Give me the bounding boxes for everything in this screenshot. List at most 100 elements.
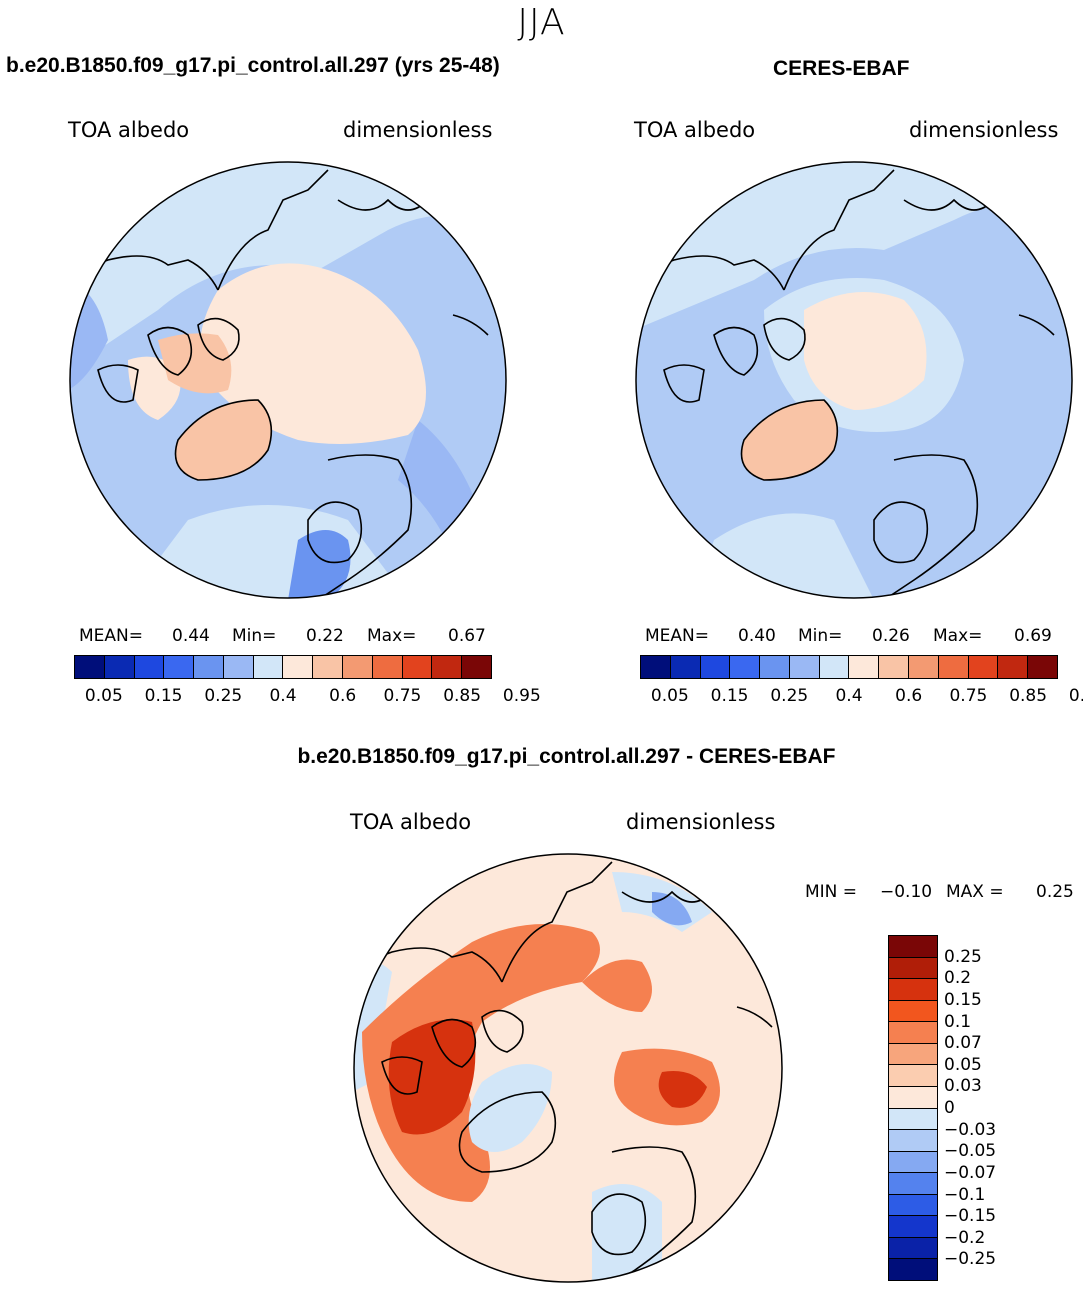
panel-2-coastline xyxy=(763,317,806,361)
panel-1-field-region xyxy=(200,263,426,444)
diff-colorbar-tick-label: −0.07 xyxy=(944,1162,997,1183)
panel-2-variable: TOA albedo xyxy=(634,118,756,142)
panel-1-colorbar-box xyxy=(372,656,403,678)
diff-colorbar-tick-label: −0.03 xyxy=(944,1119,997,1140)
panel-1-max-value: 0.67 xyxy=(448,626,486,646)
panel-1-coastline xyxy=(97,364,139,403)
panel-1-variable: TOA albedo xyxy=(68,118,190,142)
diff-map-border xyxy=(353,853,783,1283)
diff-colorbar-ticks: 0.25 0.2 0.15 0.1 0.07 0.05 0.03 0 −0.03 −0.05 −0.… xyxy=(944,935,1024,1281)
diff-colorbar-box xyxy=(889,936,937,958)
panel-1-coastline xyxy=(217,169,329,291)
diff-colorbar-tick-label: −0.25 xyxy=(944,1249,997,1270)
panel-2-colorbar-box xyxy=(879,656,910,678)
diff-colorbar-box xyxy=(889,957,937,980)
panel-1-colorbar-ticks: 0.05 0.15 0.25 0.4 0.6 0.75 0.85 0.95 xyxy=(74,686,541,706)
panel-2-colorbar xyxy=(640,655,1058,679)
diff-colorbar-tick-label: 0.25 xyxy=(944,946,982,967)
diff-colorbar-box xyxy=(889,1000,937,1023)
panel-1-coastline xyxy=(317,454,413,598)
diff-panel-variable: TOA albedo xyxy=(350,810,472,834)
panel-1-coastline xyxy=(452,314,489,336)
panel-2-colorbar-tick-label: 0.75 xyxy=(949,686,988,706)
diff-coastline xyxy=(591,1193,647,1256)
panel-2-polar-map xyxy=(635,161,1073,599)
panel-1-colorbar-box xyxy=(283,656,314,678)
panel-1-map-border xyxy=(69,161,507,599)
panel-2-field-region xyxy=(636,162,1072,330)
panel-1-colorbar-box xyxy=(104,656,135,678)
diff-colorbar-box xyxy=(889,1216,937,1238)
panel-2-colorbar-tick-label: 0.95 xyxy=(1068,686,1083,706)
panel-2-map-border xyxy=(635,161,1073,599)
diff-min-label: MIN = xyxy=(805,882,858,902)
panel-2-field-region xyxy=(741,400,838,480)
panel-2-colorbar-tick-label: 0.4 xyxy=(835,686,863,706)
diff-colorbar-tick-label: 0.07 xyxy=(944,1033,982,1054)
panel-2-colorbar-box xyxy=(1028,656,1057,678)
diff-colorbar-box xyxy=(889,1022,937,1044)
diff-polar-map xyxy=(353,853,783,1283)
panel-2-title: CERES-EBAF xyxy=(773,57,910,80)
diff-colorbar-tick-label: 0.03 xyxy=(944,1076,982,1097)
diff-colorbar-tick-label: −0.15 xyxy=(944,1206,997,1227)
diff-colorbar-box xyxy=(889,1086,937,1109)
diff-panel-title: b.e20.B1850.f09_g17.pi_control.all.297 -… xyxy=(297,745,836,768)
panel-2-min-value: 0.26 xyxy=(872,626,910,646)
panel-2-colorbar-box xyxy=(670,656,701,678)
panel-1-mean-label: MEAN= xyxy=(79,626,143,646)
panel-2-colorbar-box xyxy=(909,656,939,678)
panel-1-colorbar-box xyxy=(402,656,433,678)
diff-coastline xyxy=(354,947,503,983)
panel-2-coastline xyxy=(1018,314,1055,336)
diff-field-region xyxy=(468,1064,552,1152)
panel-2-colorbar-box xyxy=(998,656,1029,678)
panel-1-coastline xyxy=(337,198,429,211)
panel-2-mean-value: 0.40 xyxy=(738,626,776,646)
panel-1-colorbar-tick-label: 0.4 xyxy=(269,686,297,706)
panel-2-colorbar-ticks: 0.05 0.15 0.25 0.4 0.6 0.75 0.85 0.95 xyxy=(640,686,1083,706)
panel-1-colorbar-box xyxy=(432,656,463,678)
diff-max-label: MAX = xyxy=(946,882,1004,902)
panel-2-colorbar-box xyxy=(789,656,820,678)
diff-coastline xyxy=(501,861,613,983)
diff-field-region xyxy=(658,1071,707,1108)
panel-2-colorbar-tick-label: 0.85 xyxy=(1009,686,1048,706)
diff-colorbar-tick-label: 0.05 xyxy=(944,1054,982,1075)
panel-1-title: b.e20.B1850.f09_g17.pi_control.all.297 (… xyxy=(6,54,500,77)
season-title: JJA xyxy=(517,2,566,43)
panel-1-colorbar-box xyxy=(313,656,344,678)
panel-1-min-label: Min= xyxy=(232,626,277,646)
panel-1-polar-map xyxy=(69,161,507,599)
panel-2-colorbar-box xyxy=(730,656,761,678)
panel-1-field-region xyxy=(288,530,351,598)
panel-1-coastline xyxy=(70,255,219,291)
panel-1-colorbar-box xyxy=(253,656,284,678)
diff-coastline xyxy=(736,1006,773,1028)
panel-1-field-region xyxy=(158,333,232,394)
diff-colorbar-tick-label: −0.1 xyxy=(944,1184,986,1205)
diff-colorbar-tick-label: 0.2 xyxy=(944,968,972,989)
panel-2-coastline xyxy=(713,326,759,376)
diff-min-value: −0.10 xyxy=(880,882,933,902)
panel-2-colorbar-box xyxy=(819,656,850,678)
panel-2-min-label: Min= xyxy=(798,626,843,646)
panel-2-colorbar-tick-label: 0.15 xyxy=(710,686,749,706)
diff-colorbar-tick-label: −0.2 xyxy=(944,1227,986,1248)
panel-2-coastline xyxy=(903,198,995,211)
panel-1-colorbar-tick-label: 0.75 xyxy=(383,686,422,706)
panel-1-coastline xyxy=(174,399,273,481)
panel-2-coastline xyxy=(873,501,929,564)
diff-colorbar-box xyxy=(889,1259,937,1280)
panel-2-coastline xyxy=(783,169,895,291)
panel-1-colorbar xyxy=(74,655,492,679)
diff-colorbar xyxy=(888,935,938,1281)
diff-coastline xyxy=(601,1146,697,1282)
panel-1-colorbar-tick-label: 0.95 xyxy=(502,686,541,706)
panel-1-min-value: 0.22 xyxy=(306,626,344,646)
panel-2-colorbar-box xyxy=(760,656,790,678)
panel-1-units: dimensionless xyxy=(343,118,493,142)
diff-coastline xyxy=(458,1091,557,1173)
diff-field-region xyxy=(582,959,652,1012)
diff-colorbar-tick-label: 0 xyxy=(944,1098,955,1118)
